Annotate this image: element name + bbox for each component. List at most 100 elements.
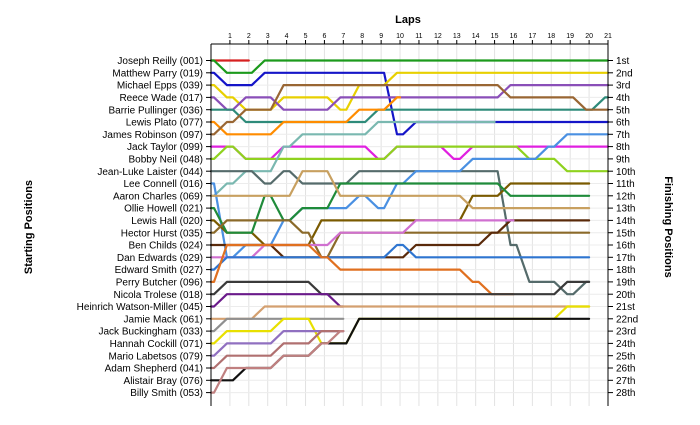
start-label: Edward Smith (027)	[115, 265, 203, 276]
x-tick-label: 13	[453, 33, 461, 40]
finish-label: 19th	[616, 278, 635, 289]
x-tick-label: 10	[396, 33, 404, 40]
finish-label: 20th	[616, 290, 635, 301]
finish-label: 9th	[616, 155, 630, 166]
driver-series-line	[209, 243, 591, 271]
start-label: Hector Hurst (035)	[121, 228, 203, 239]
start-label: Hannah Cockill (071)	[110, 339, 203, 350]
finish-label: 23rd	[616, 327, 636, 338]
start-label: Heinrich Watson-Miller (045)	[77, 302, 203, 313]
start-label: Billy Smith (053)	[130, 388, 203, 399]
driver-series-line	[209, 243, 515, 296]
start-label: Bobby Neil (048)	[129, 155, 203, 166]
x-tick-label: 1	[228, 33, 232, 40]
start-label: Nicola Trolese (018)	[114, 290, 203, 301]
finish-label: 16th	[616, 241, 635, 252]
x-tick-label: 15	[491, 33, 499, 40]
x-tick-label: 7	[341, 33, 345, 40]
x-tick-label: 12	[434, 33, 442, 40]
driver-series-line	[209, 59, 610, 74]
start-label: Lewis Hall (020)	[131, 216, 203, 227]
finish-label: 26th	[616, 364, 635, 375]
start-label: Matthew Parry (019)	[112, 68, 203, 79]
start-label: Mario Labetsos (079)	[109, 351, 204, 362]
x-axis-title: Laps	[395, 14, 421, 26]
driver-series-line	[209, 170, 591, 296]
finish-label: 4th	[616, 93, 630, 104]
finish-label: 11th	[616, 179, 635, 190]
start-label: Perry Butcher (096)	[116, 278, 203, 289]
driver-series-line	[209, 133, 610, 259]
start-label: Dan Edwards (029)	[117, 253, 203, 264]
start-label: Jack Buckingham (033)	[99, 327, 204, 338]
finish-label: 6th	[616, 118, 630, 129]
x-tick-label: 21	[604, 33, 612, 40]
driver-series-line	[209, 71, 610, 136]
driver-series-line	[209, 330, 345, 394]
driver-series-line	[209, 71, 610, 111]
start-label: Jamie Mack (061)	[124, 314, 203, 325]
finish-label: 27th	[616, 376, 635, 387]
finish-label: 8th	[616, 142, 630, 153]
start-label: Adam Shepherd (041)	[105, 364, 203, 375]
start-label: Lewis Plato (077)	[126, 118, 203, 129]
driver-series-line	[209, 305, 591, 320]
finish-label: 21st	[616, 302, 635, 313]
finish-label: 15th	[616, 228, 635, 239]
x-tick-label: 4	[285, 33, 289, 40]
x-tick-label: 5	[304, 33, 308, 40]
driver-series-line	[209, 170, 591, 210]
start-label: Michael Epps (039)	[117, 81, 203, 92]
finish-label: 25th	[616, 351, 635, 362]
driver-series-line	[209, 280, 591, 296]
y-axis-title-right: Finishing Positions	[662, 176, 674, 277]
start-label: Joseph Reilly (001)	[117, 56, 203, 67]
start-label: Barrie Pullinger (036)	[109, 105, 204, 116]
driver-series-line	[209, 145, 610, 160]
y-axis-title-left: Starting Positions	[23, 180, 35, 274]
finish-label: 7th	[616, 130, 630, 141]
x-tick-label: 14	[472, 33, 480, 40]
finish-label: 3rd	[616, 81, 630, 92]
driver-series-line	[209, 293, 345, 308]
driver-series-line	[209, 317, 345, 333]
finish-label: 10th	[616, 167, 635, 178]
x-tick-label: 8	[360, 33, 364, 40]
start-label: Alistair Bray (076)	[124, 376, 203, 387]
driver-series-line	[209, 330, 345, 370]
finish-label: 24th	[616, 339, 635, 350]
axes	[206, 40, 613, 406]
x-tick-label: 11	[415, 33, 422, 40]
finish-label: 14th	[616, 216, 635, 227]
series-layer	[209, 59, 610, 394]
start-label: Ollie Howell (021)	[124, 204, 203, 215]
driver-series-line	[209, 84, 610, 136]
driver-series-line	[209, 96, 610, 124]
x-tick-label: 3	[266, 33, 270, 40]
x-tick-label: 16	[510, 33, 518, 40]
start-label: Jean-Luke Laister (044)	[97, 167, 203, 178]
finish-label: 17th	[616, 253, 635, 264]
finish-label: 1st	[616, 56, 630, 67]
finish-label: 22nd	[616, 314, 638, 325]
x-tick-label: 20	[585, 33, 593, 40]
x-tick-label: 17	[528, 33, 536, 40]
labels: 1 2 3 4 5 6 7 8 9 10 11 12 13 14 15 16 17 18 19 20 21Joseph …	[77, 33, 639, 399]
x-tick-label: 2	[247, 33, 251, 40]
finish-label: 12th	[616, 191, 635, 202]
x-tick-label: 18	[547, 33, 555, 40]
x-tick-label: 6	[322, 33, 326, 40]
finish-label: 28th	[616, 388, 635, 399]
x-tick-label: 19	[566, 33, 574, 40]
driver-series-line	[209, 120, 496, 197]
driver-series-line	[209, 96, 402, 136]
start-label: Reece Wade (017)	[119, 93, 203, 104]
start-label: Lee Connell (016)	[124, 179, 204, 190]
start-label: Jack Taylor (099)	[127, 142, 203, 153]
driver-series-line	[209, 84, 610, 111]
finish-label: 13th	[616, 204, 635, 215]
finish-label: 2nd	[616, 68, 633, 79]
start-label: James Robinson (097)	[102, 130, 203, 141]
x-tick-label: 9	[379, 33, 383, 40]
